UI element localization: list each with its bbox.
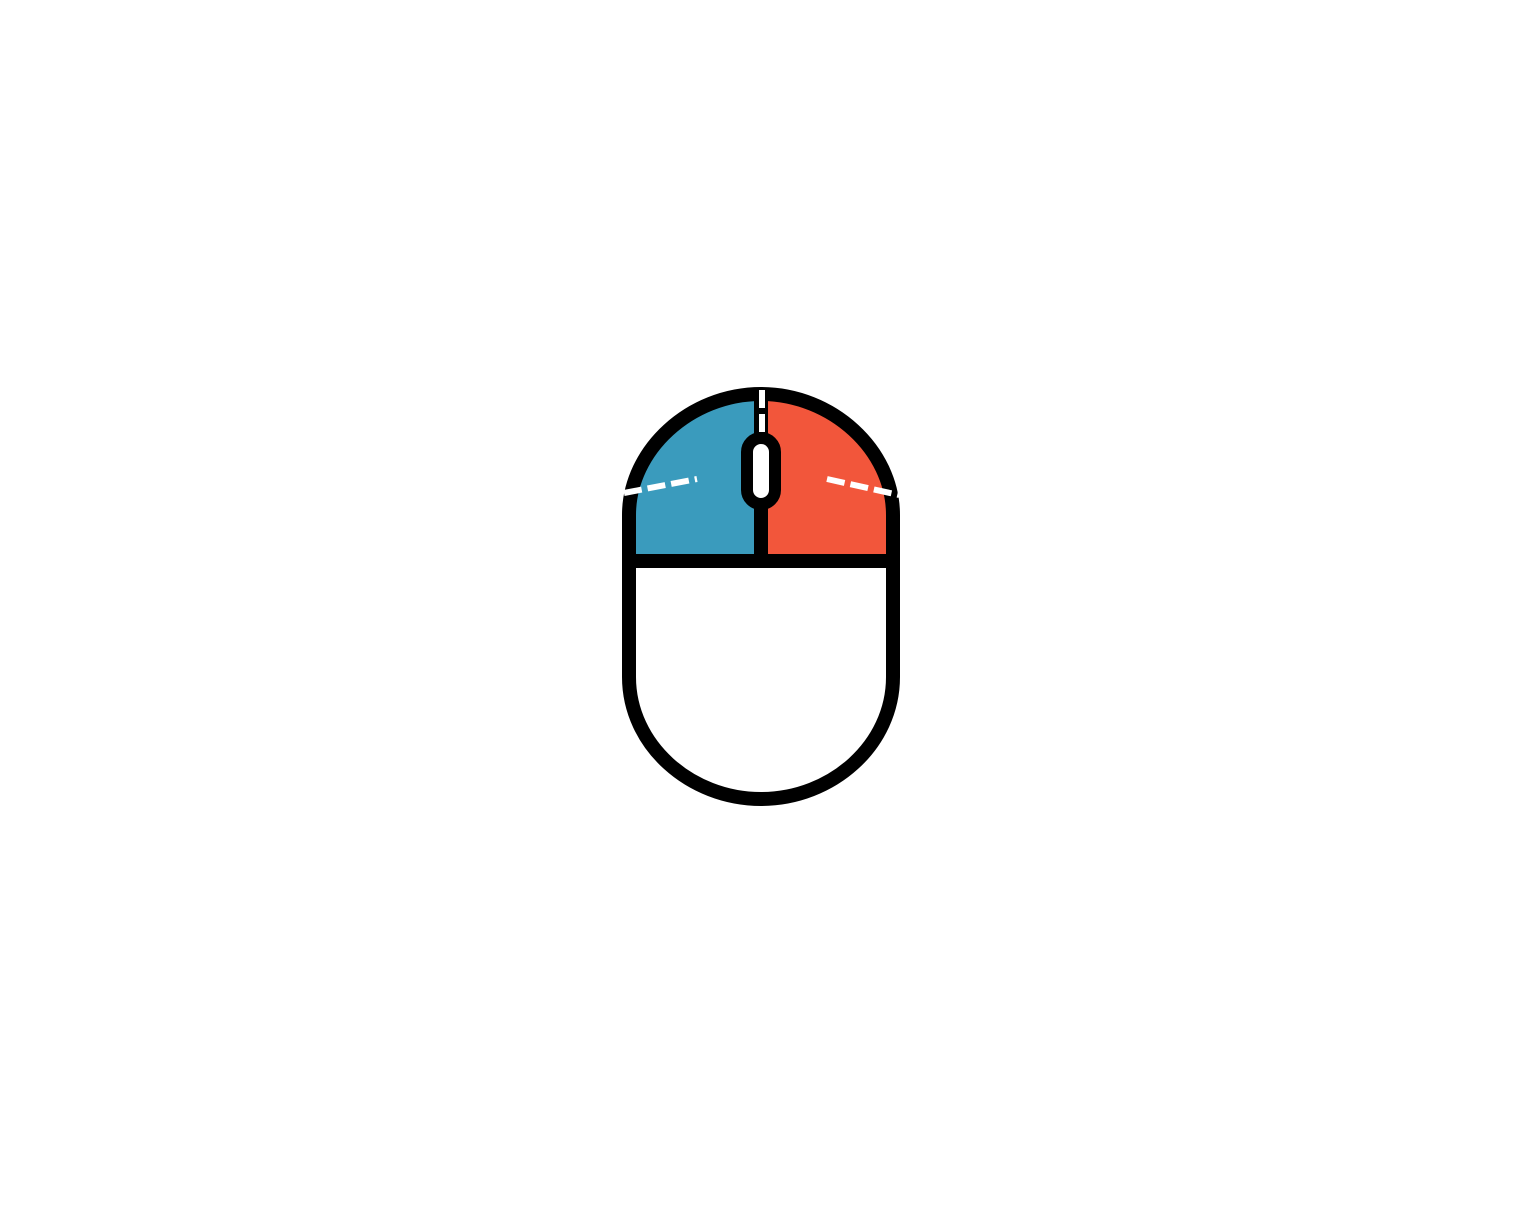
accent-dash-right xyxy=(826,476,900,498)
palm-rest xyxy=(629,561,893,799)
mouse-outline xyxy=(622,387,900,806)
right-button xyxy=(761,394,893,561)
accent-dash-left xyxy=(623,476,698,496)
scroll-wheel xyxy=(741,432,781,510)
